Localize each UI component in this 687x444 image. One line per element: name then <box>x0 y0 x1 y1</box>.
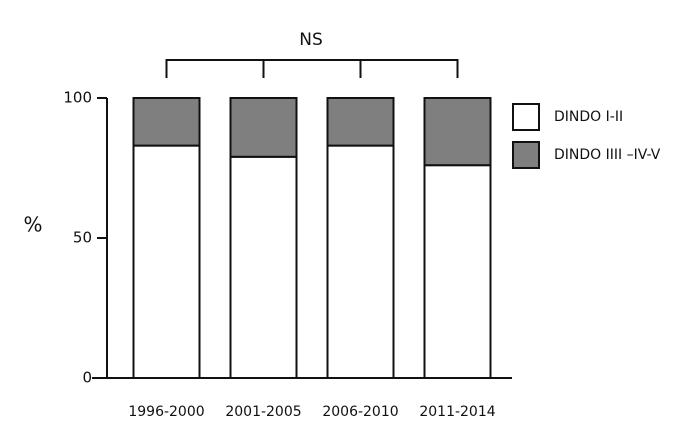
bar-segment <box>229 155 298 379</box>
x-tick-label: 2001-2005 <box>225 404 301 420</box>
bar-segment <box>326 144 395 379</box>
y-tick-label: 100 <box>63 89 92 107</box>
legend-swatch <box>512 141 540 169</box>
y-tick-label: 0 <box>82 369 92 387</box>
legend-label: DINDO I-II <box>554 109 623 125</box>
bar-segment <box>326 97 395 147</box>
x-tick-label: 2006-2010 <box>322 404 398 420</box>
bar-segment <box>423 164 492 379</box>
bar-segment <box>423 97 492 167</box>
bar-segment <box>229 97 298 158</box>
legend-label: DINDO IIII –IV-V <box>554 147 661 163</box>
x-tick-label: 1996-2000 <box>128 404 204 420</box>
y-tick-label: 50 <box>73 229 92 247</box>
significance-bracket <box>165 59 459 78</box>
x-tick-label: 2011-2014 <box>419 404 495 420</box>
bar-segment <box>132 144 201 379</box>
annotation: NS <box>299 30 323 50</box>
legend-swatch <box>512 103 540 131</box>
bar-segment <box>132 97 201 147</box>
y-axis-label: % <box>23 213 42 237</box>
